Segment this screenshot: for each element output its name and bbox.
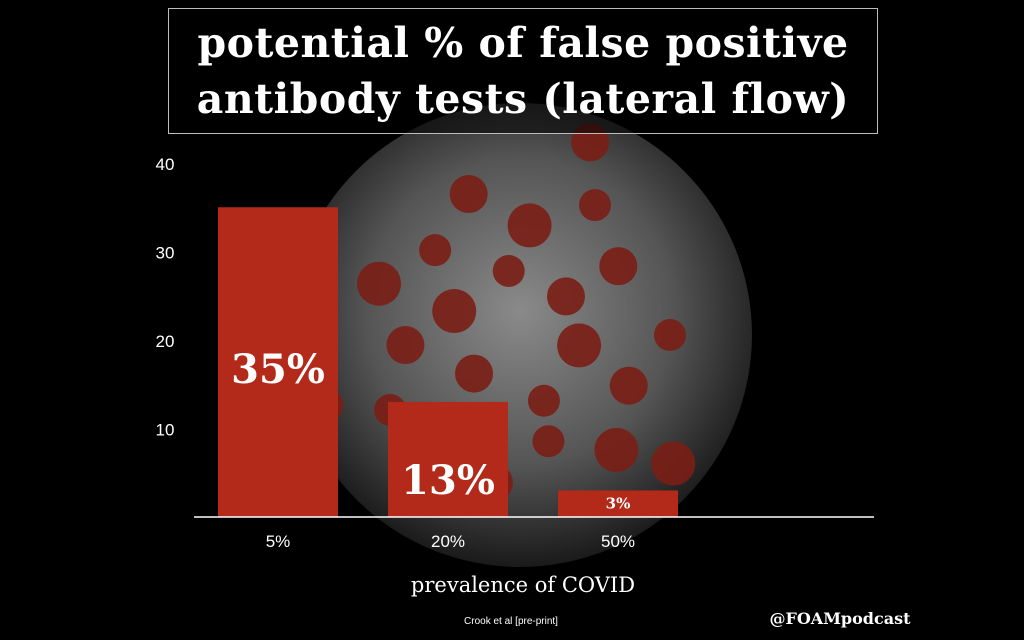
- virus-spike: [386, 326, 425, 365]
- virus-spike: [432, 289, 477, 334]
- citation-text: Crook et al [pre-print]: [464, 616, 558, 627]
- virus-spike: [609, 366, 648, 405]
- x-tick-label: 5%: [266, 532, 291, 551]
- bar-value-label: 13%: [401, 457, 495, 504]
- y-tick-label: 20: [156, 332, 175, 351]
- virus-spike: [599, 247, 638, 286]
- title-line-2: antibody tests (lateral flow): [196, 75, 850, 123]
- bar-value-label: 3%: [606, 495, 631, 513]
- x-tick-label: 50%: [601, 532, 635, 551]
- virus-spike: [594, 427, 639, 472]
- virus-spike: [492, 254, 525, 287]
- y-tick-label: 10: [156, 421, 175, 440]
- virus-spike: [419, 234, 452, 267]
- virus-spike: [579, 189, 611, 222]
- bar: [388, 401, 508, 517]
- virus-spike: [357, 261, 402, 306]
- virus-spike: [527, 384, 560, 417]
- y-tick-label: 30: [156, 244, 175, 263]
- podcast-handle: @FOAMpodcast: [770, 609, 912, 628]
- virus-spike: [557, 323, 602, 368]
- virus-spike: [532, 425, 565, 458]
- virus-spike: [651, 441, 696, 486]
- title-box: potential % of false positive antibody t…: [168, 8, 878, 134]
- bar: [218, 207, 338, 517]
- x-tick-label: 20%: [431, 532, 465, 551]
- bar-value-label: 35%: [231, 346, 325, 393]
- title-line-1: potential % of false positive: [197, 19, 849, 67]
- virus-spike: [449, 175, 488, 214]
- virus-spike: [455, 354, 494, 393]
- y-tick-label: 40: [156, 155, 175, 174]
- virus-spike: [654, 319, 686, 351]
- x-axis-title: prevalence of COVID: [411, 573, 635, 597]
- virus-background-image: [288, 103, 752, 567]
- bar: [558, 490, 678, 517]
- virus-spike: [507, 203, 552, 248]
- virus-spike: [546, 277, 585, 316]
